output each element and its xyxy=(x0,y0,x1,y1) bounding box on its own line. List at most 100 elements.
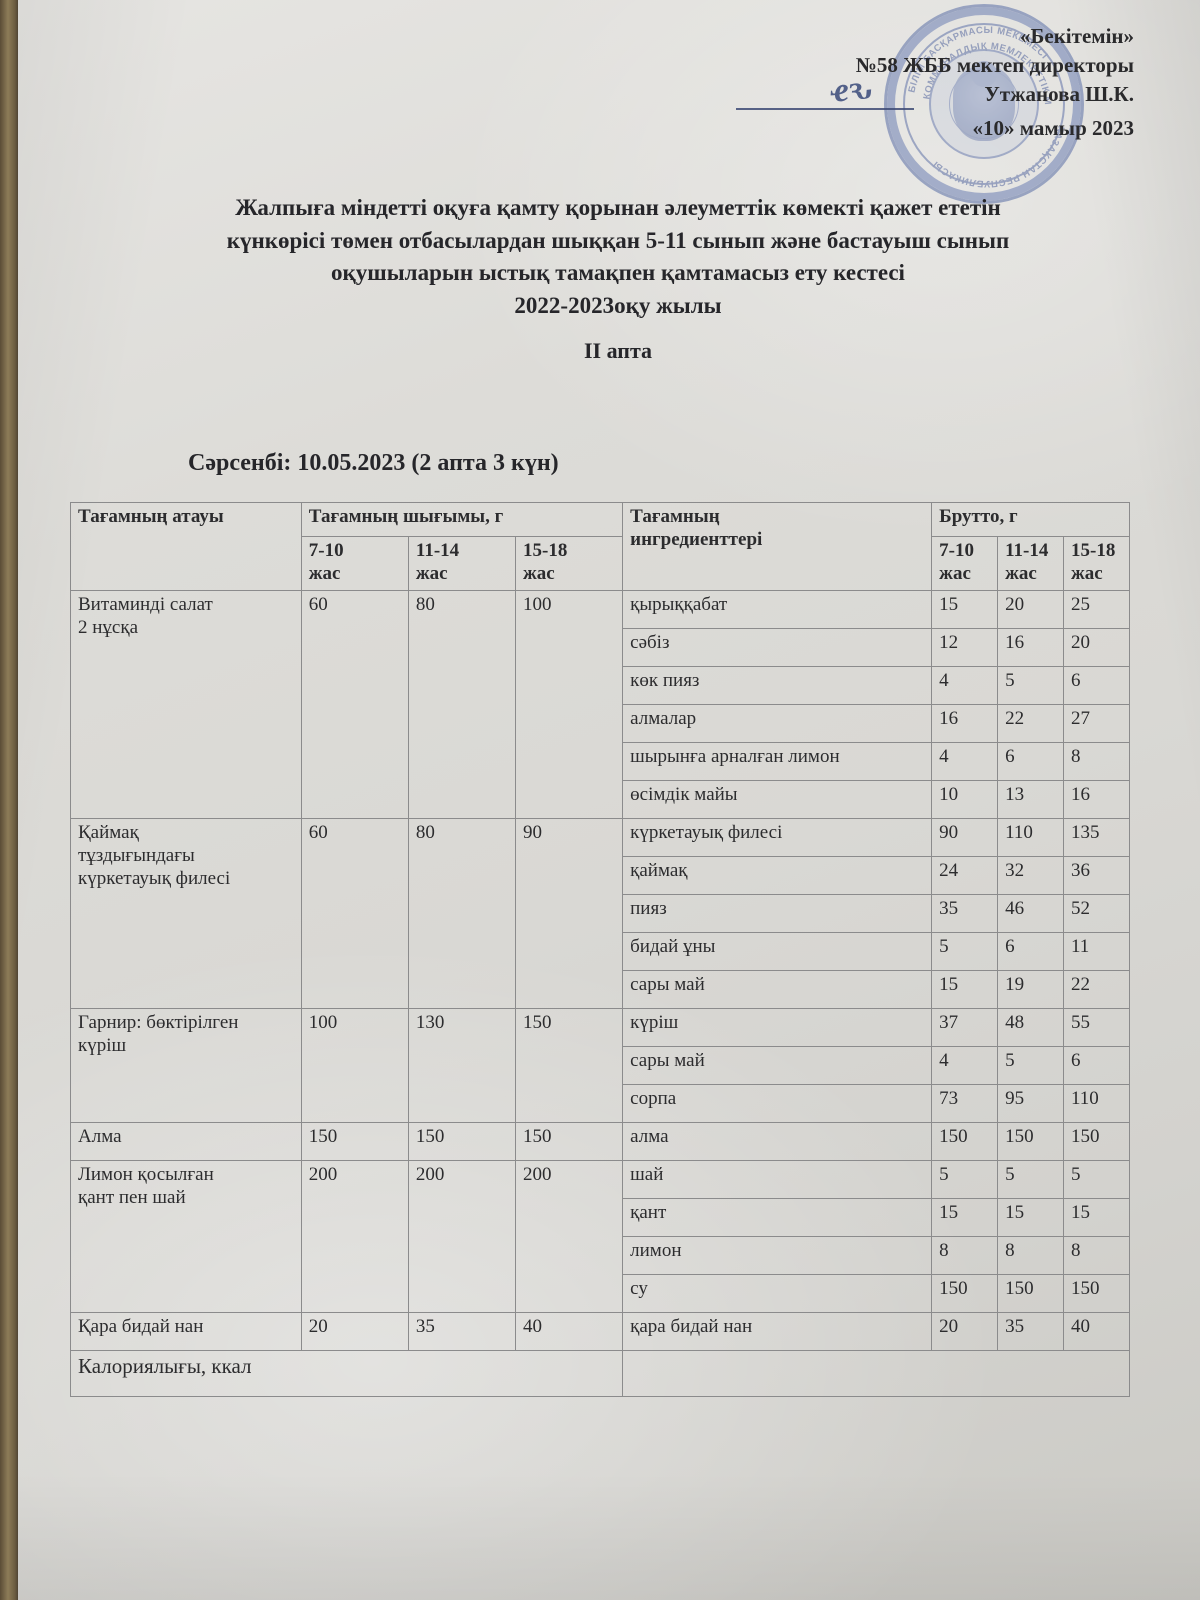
ingredient-name-cell: су xyxy=(622,1274,933,1313)
ingredient-brutto-cell: 20 xyxy=(931,1312,999,1351)
dish-output-cell: 60 xyxy=(300,590,409,819)
ingredient-brutto-cell: 110 xyxy=(997,818,1065,857)
ingredient-brutto-cell: 35 xyxy=(997,1312,1065,1351)
col-ingredients-l2: ингредиенттері xyxy=(630,528,763,550)
ingredient-brutto-cell: 13 xyxy=(997,780,1065,819)
ingredient-brutto-cell: 25 xyxy=(1063,590,1130,629)
age-unit: жас xyxy=(308,562,341,584)
dish-output-cell: 200 xyxy=(514,1160,624,1313)
ingredient-brutto-cell: 46 xyxy=(997,894,1065,933)
ingredient-brutto-cell: 15 xyxy=(931,970,999,1009)
age-unit: жас xyxy=(1071,562,1103,584)
ingredient-brutto-cell: 4 xyxy=(931,742,999,781)
age-unit: жас xyxy=(1005,562,1037,584)
ingredient-name-cell: лимон xyxy=(622,1236,933,1275)
age-unit: жас xyxy=(523,562,555,584)
col-ingredients-l1: Тағамның xyxy=(630,506,720,527)
signature-area: ҽԅ Утжанова Ш.К. xyxy=(714,67,1134,114)
ingredient-brutto-cell: 15 xyxy=(931,590,999,629)
dish-output-cell: 100 xyxy=(514,590,624,819)
ingredient-brutto-cell: 16 xyxy=(931,704,999,743)
ingredient-name-cell: қаймақ xyxy=(622,856,933,895)
ingredient-brutto-cell: 73 xyxy=(931,1084,999,1123)
ingredient-brutto-cell: 15 xyxy=(931,1198,999,1237)
age-unit: жас xyxy=(415,562,448,584)
table-row: сорпа 73 95 110 xyxy=(71,1084,1130,1123)
ingredient-brutto-cell: 150 xyxy=(997,1274,1065,1313)
ingredient-brutto-cell: 40 xyxy=(1063,1312,1130,1351)
title-line-2: күнкөрісі төмен отбасылардан шыққан 5-11… xyxy=(226,227,1010,253)
approval-line-1: «Бекітемін» xyxy=(1019,24,1134,48)
ingredient-brutto-cell: 150 xyxy=(1063,1274,1130,1313)
col-out-age-11-14: 11-14 жас xyxy=(407,536,517,591)
ingredient-brutto-cell: 5 xyxy=(931,932,999,971)
approval-line-2: №58 ЖББ мектеп директоры xyxy=(855,52,1134,77)
ingredient-brutto-cell: 5 xyxy=(997,1046,1065,1085)
table-row: алмалар 16 22 27 xyxy=(71,704,1130,743)
ingredient-brutto-cell: 15 xyxy=(1063,1198,1130,1237)
ingredient-brutto-cell: 36 xyxy=(1063,856,1130,895)
ingredient-name-cell: сәбіз xyxy=(622,628,933,667)
col-out-age-7-10: 7-10 жас xyxy=(300,536,409,591)
dish-output-cell: 60 xyxy=(300,818,409,1009)
dish-name-cell: Қаймақ тұздығындағы күркетауық филесі xyxy=(70,818,302,1009)
col-ingredients: Тағамның ингредиенттері xyxy=(622,502,933,591)
dish-name-line: күркетауық филесі xyxy=(78,867,231,889)
dish-output-cell: 80 xyxy=(407,590,517,819)
ingredient-brutto-cell: 20 xyxy=(1063,628,1130,667)
age-range-11-14: 11-14 xyxy=(415,540,460,561)
ingredient-brutto-cell: 48 xyxy=(997,1008,1065,1047)
document-title: Жалпыға міндетті оқуға қамту қорынан әле… xyxy=(168,192,1068,323)
dish-output-cell: 200 xyxy=(300,1160,409,1313)
dish-name-cell: Қара бидай нан xyxy=(70,1312,302,1351)
dish-output-cell: 35 xyxy=(407,1312,517,1351)
ingredient-brutto-cell: 8 xyxy=(931,1236,999,1275)
ingredient-brutto-cell: 32 xyxy=(997,856,1065,895)
ingredient-brutto-cell: 150 xyxy=(931,1122,999,1161)
ingredient-brutto-cell: 35 xyxy=(931,894,999,933)
ingredient-brutto-cell: 24 xyxy=(931,856,999,895)
age-range-11-14: 11-14 xyxy=(1005,540,1049,561)
table-row: Алма 150 150 150 алма 150 150 150 xyxy=(70,1122,1130,1161)
dish-name-line: Қара бидай нан xyxy=(78,1316,204,1337)
ingredient-brutto-cell: 27 xyxy=(1063,704,1130,743)
approval-date: «10» мамыр 2023 xyxy=(972,115,1134,140)
signature-line xyxy=(736,107,914,110)
approval-block: «Бекітемін» №58 ЖББ мектеп директоры ҽԅ … xyxy=(714,22,1134,143)
ingredient-brutto-cell: 150 xyxy=(931,1274,999,1313)
ingredient-brutto-cell: 4 xyxy=(931,666,999,705)
ingredient-name-cell: шай xyxy=(622,1160,933,1199)
dish-name-line: Гарнир: бөктірілген xyxy=(78,1012,239,1033)
table-row: Гарнир: бөктірілген күріш 100 130 150 күріш 37… xyxy=(70,1008,1130,1123)
ingredient-brutto-cell: 10 xyxy=(931,780,999,819)
age-range-15-18: 15-18 xyxy=(523,540,568,561)
dish-output-cell: 100 xyxy=(300,1008,409,1123)
table-row: лимон 8 8 8 xyxy=(71,1236,1130,1275)
ingredient-name-cell: сары май xyxy=(622,1046,933,1085)
approval-director-name: Утжанова Ш.К. xyxy=(984,81,1134,106)
ingredient-name-cell: қара бидай нан xyxy=(622,1312,933,1351)
dish-output-cell: 90 xyxy=(514,818,624,1009)
age-range-7-10: 7-10 xyxy=(308,540,344,561)
col-brutto-age-7-10: 7-10 жас xyxy=(931,536,999,591)
ingredient-name-cell: күріш xyxy=(622,1008,933,1047)
dish-name-line: тұздығындағы xyxy=(78,844,195,866)
official-stamp-icon: БІЛІМ БАСҚАРМАСЫ МЕКЕМЕСІ ҚАЗАҚСТАН РЕСП… xyxy=(884,4,1084,204)
ingredient-name-cell: пияз xyxy=(622,894,933,933)
ingredient-brutto-cell: 15 xyxy=(997,1198,1065,1237)
ingredient-brutto-cell: 20 xyxy=(997,590,1065,629)
dish-name-cell: Алма xyxy=(70,1122,302,1161)
ingredient-brutto-cell: 6 xyxy=(997,742,1065,781)
ingredient-brutto-cell: 19 xyxy=(997,970,1065,1009)
ingredient-name-cell: алмалар xyxy=(622,704,933,743)
table-row: өсімдік майы 10 13 16 xyxy=(71,780,1130,819)
dish-name-line: Лимон қосылған xyxy=(78,1164,214,1185)
dish-name-cell: Витаминді салат 2 нұсқа xyxy=(70,590,302,819)
dish-name-cell: Гарнир: бөктірілген күріш xyxy=(70,1008,302,1123)
table-body: Витаминді салат 2 нұсқа 60 80 100 қырыққабат 1… xyxy=(69,590,1130,1397)
ingredient-brutto-cell: 16 xyxy=(1063,780,1130,819)
table-row: Лимон қосылған қант пен шай 200 200 200 шай 5 5… xyxy=(70,1160,1130,1313)
desk-edge xyxy=(0,0,20,1600)
table-row: Витаминді салат 2 нұсқа 60 80 100 қырыққабат 1… xyxy=(70,590,1130,819)
dish-output-cell: 150 xyxy=(514,1008,624,1123)
